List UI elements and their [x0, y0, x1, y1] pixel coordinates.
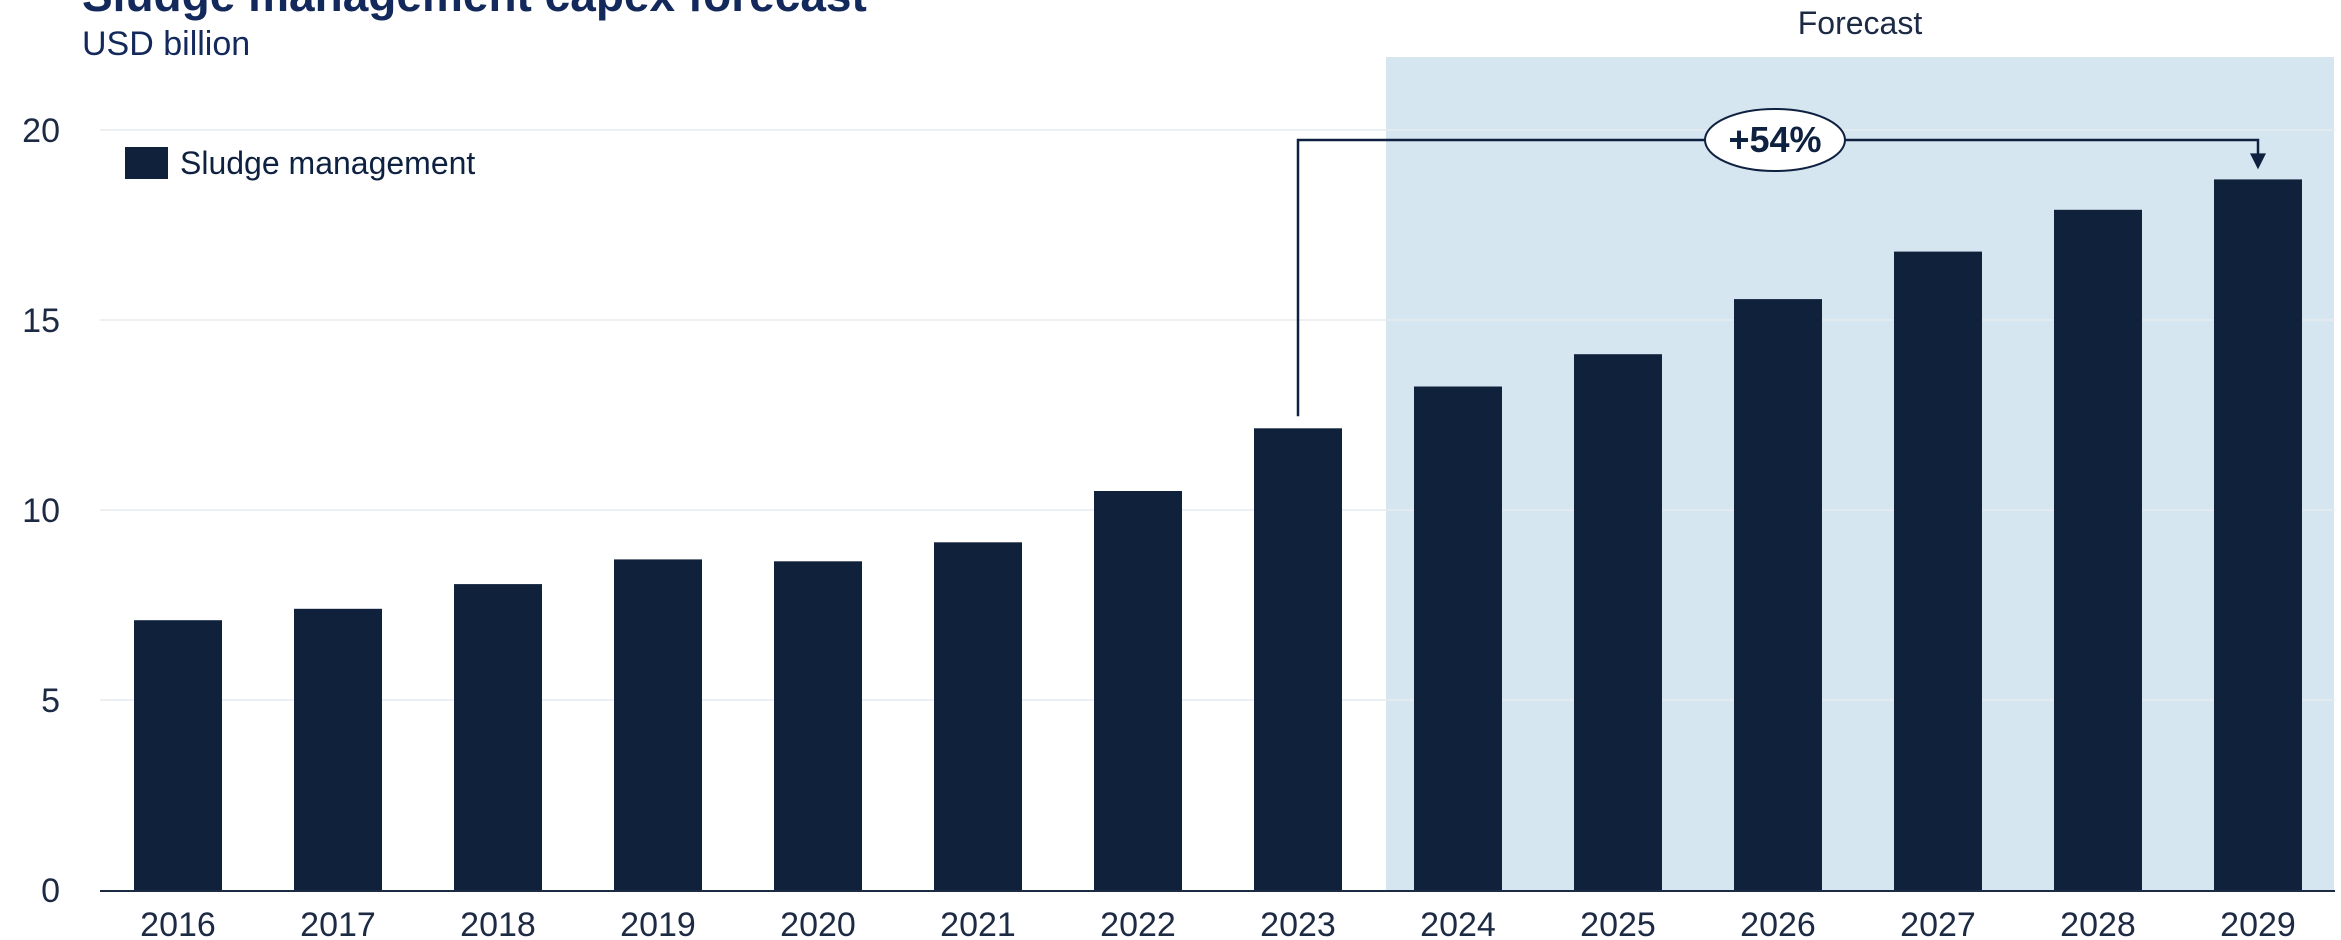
- x-tick-label: 2026: [1740, 906, 1816, 940]
- y-tick-label: 20: [22, 112, 60, 150]
- y-tick-label: 10: [22, 492, 60, 530]
- x-tick-label: 2023: [1260, 906, 1336, 940]
- x-tick-label: 2021: [940, 906, 1016, 940]
- chart-subtitle: USD billion: [82, 25, 251, 63]
- chart-title: Sludge management capex forecast: [82, 0, 867, 18]
- y-tick-label: 5: [41, 682, 60, 720]
- bar-2026: [1734, 299, 1822, 891]
- forecast-region: [1386, 57, 2334, 890]
- x-tick-label: 2017: [300, 906, 376, 940]
- bar-2025: [1574, 354, 1662, 890]
- x-tick-label: 2025: [1580, 906, 1656, 940]
- bar-2016: [134, 620, 222, 890]
- y-tick-label: 0: [41, 872, 60, 910]
- y-tick-label: 15: [22, 302, 60, 340]
- x-tick-label: 2019: [620, 906, 696, 940]
- bar-2019: [614, 559, 702, 890]
- legend-label: Sludge management: [180, 145, 475, 181]
- growth-badge: [1704, 108, 1846, 172]
- x-tick-label: 2024: [1420, 906, 1496, 940]
- x-tick-label: 2027: [1900, 906, 1976, 940]
- x-tick-label: 2018: [460, 906, 536, 940]
- bar-2023: [1254, 428, 1342, 890]
- bar-2017: [294, 608, 382, 890]
- bar-2027: [1894, 251, 1982, 891]
- bar-2018: [454, 584, 542, 890]
- x-tick-label: 2028: [2060, 906, 2136, 940]
- legend-swatch: [125, 147, 168, 179]
- arrowhead-icon: [2250, 153, 2266, 170]
- bar-2020: [774, 561, 862, 890]
- bar-2021: [934, 542, 1022, 890]
- bar-2024: [1414, 386, 1502, 890]
- bar-2022: [1094, 491, 1182, 890]
- bar-2029: [2214, 179, 2302, 890]
- bar-2028: [2054, 209, 2142, 891]
- x-tick-label: 2022: [1100, 906, 1176, 940]
- x-tick-label: 2029: [2220, 906, 2296, 940]
- forecast-label: Forecast: [1798, 5, 1923, 41]
- x-tick-label: 2016: [140, 906, 216, 940]
- x-tick-label: 2020: [780, 906, 856, 940]
- growth-badge-label: +54%: [1728, 119, 1821, 160]
